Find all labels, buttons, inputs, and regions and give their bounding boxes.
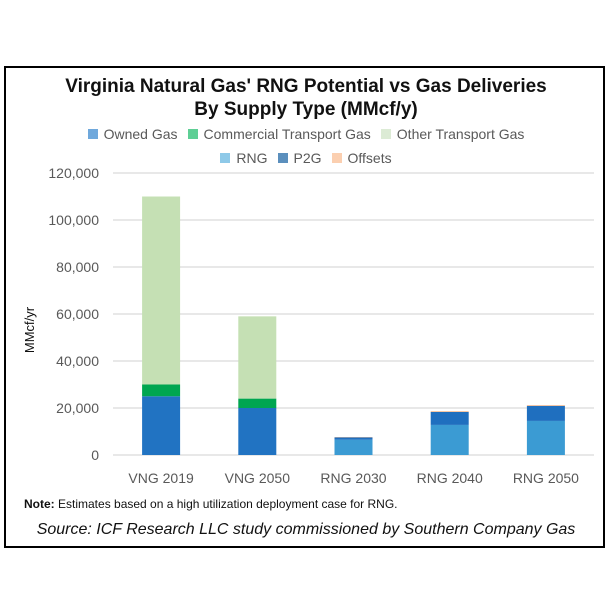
y-tick-label: 60,000 — [56, 306, 99, 322]
bar-commercial-transport-gas — [238, 398, 277, 408]
legend-item: Commercial Transport Gas — [187, 126, 371, 142]
bar-offsets — [526, 405, 565, 406]
x-tick-label: VNG 2019 — [128, 470, 194, 486]
legend-label: P2G — [293, 150, 322, 166]
legend-item: Owned Gas — [87, 126, 178, 142]
frame-border — [4, 66, 605, 548]
y-tick-label: 100,000 — [48, 212, 99, 228]
y-tick-label: 20,000 — [56, 400, 99, 416]
note-text: Estimates based on a high utilization de… — [54, 497, 398, 511]
bar-commercial-transport-gas — [142, 384, 181, 397]
legend-label: RNG — [236, 150, 268, 166]
legend-swatch — [187, 129, 198, 139]
legend-item: Offsets — [331, 150, 392, 166]
legend-item: RNG — [220, 150, 268, 166]
chart-subtitle: By Supply Type (MMcf/y) — [194, 99, 418, 120]
bar-owned-gas — [142, 396, 181, 455]
bar-rng — [430, 424, 469, 455]
note: Note: Estimates based on a high utilizat… — [24, 497, 398, 511]
x-tick-label: RNG 2040 — [417, 470, 483, 486]
legend-label: Offsets — [347, 150, 392, 166]
note-label: Note: — [24, 497, 55, 511]
bar-rng — [526, 420, 565, 455]
bar-p2g — [430, 411, 469, 425]
bar-offsets — [430, 411, 469, 412]
legend-label: Other Transport Gas — [396, 126, 525, 142]
bar-other-transport-gas — [142, 196, 181, 385]
legend-label: Owned Gas — [103, 126, 178, 142]
bar-other-transport-gas — [238, 316, 277, 399]
legend-row-2: RNG P2G Offsets — [0, 150, 612, 166]
y-tick-label: 0 — [91, 447, 99, 463]
legend-swatch — [331, 153, 342, 163]
x-tick-label: RNG 2030 — [320, 470, 386, 486]
bar-p2g — [334, 437, 373, 440]
y-tick-label: 80,000 — [56, 259, 99, 275]
x-tick-label: RNG 2050 — [513, 470, 579, 486]
source-text: Source: ICF Research LLC study commissio… — [36, 521, 576, 538]
y-tick-label: 40,000 — [56, 353, 99, 369]
legend-item: P2G — [277, 150, 322, 166]
chart-title: Virginia Natural Gas' RNG Potential vs G… — [65, 76, 547, 97]
bar-p2g — [526, 405, 565, 421]
legend-row-1: Owned Gas Commercial Transport Gas Other T… — [0, 126, 612, 142]
bar-owned-gas — [238, 408, 277, 455]
bar-rng — [334, 439, 373, 455]
x-tick-label: VNG 2050 — [225, 470, 291, 486]
legend-item: Other Transport Gas — [380, 126, 525, 142]
legend-swatch — [277, 153, 288, 163]
legend-label: Commercial Transport Gas — [203, 126, 371, 142]
legend-swatch — [380, 129, 391, 139]
y-axis-label: MMcf/yr — [22, 306, 37, 353]
legend-swatch — [220, 153, 231, 163]
y-tick-label: 120,000 — [48, 165, 99, 181]
legend-swatch — [87, 129, 98, 139]
